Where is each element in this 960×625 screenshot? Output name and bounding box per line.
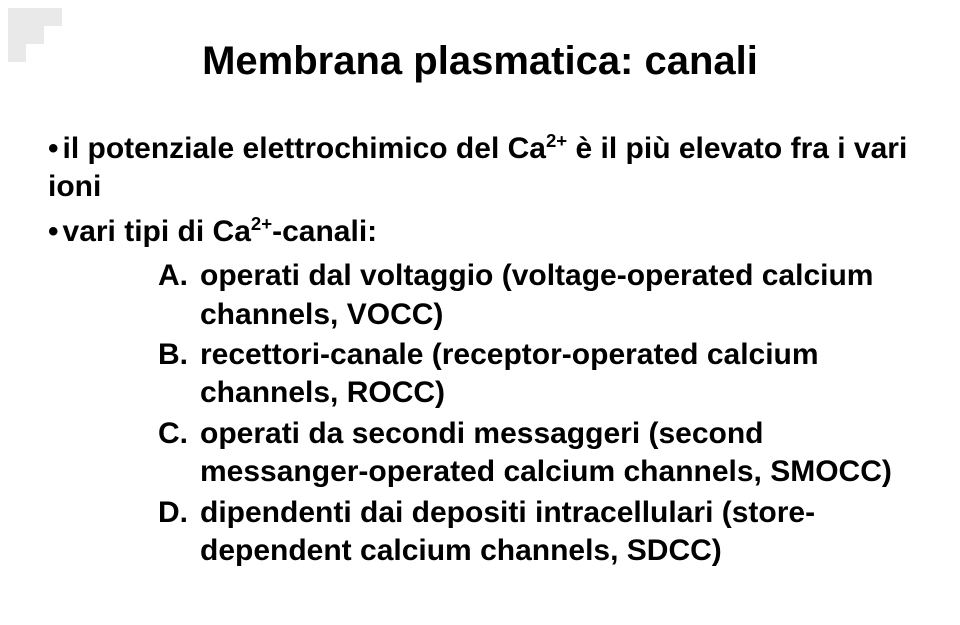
bullet-1: •il potenziale elettrochimico del Ca2+ è…: [48, 130, 912, 207]
bullet-marker: •: [48, 132, 59, 165]
item-text: operati dal voltaggio (voltage-operated …: [200, 257, 912, 334]
item-letter: B.: [158, 336, 200, 413]
bullet-marker: •: [48, 215, 59, 248]
list-item-D: D. dipendenti dai depositi intracellular…: [158, 494, 912, 571]
item-text: recettori-canale (receptor-operated calc…: [200, 336, 912, 413]
bullet-2: •vari tipi di Ca2+-canali:: [48, 213, 912, 251]
bullet-2-suffix: -canali:: [272, 215, 377, 248]
slide: Membrana plasmatica: canali •il potenzia…: [0, 0, 960, 625]
lettered-list: A. operati dal voltaggio (voltage-operat…: [48, 257, 912, 570]
item-letter: C.: [158, 415, 200, 492]
bullet-1-prefix: il potenziale elettrochimico del Ca: [63, 132, 546, 165]
bullet-2-prefix: vari tipi di Ca: [63, 215, 251, 248]
item-text: operati da secondi messaggeri (second me…: [200, 415, 912, 492]
deco-square: [26, 8, 44, 26]
item-letter: A.: [158, 257, 200, 334]
slide-content: •il potenziale elettrochimico del Ca2+ è…: [48, 130, 912, 572]
bullet-2-sup: 2+: [251, 213, 272, 234]
list-item-C: C. operati da secondi messaggeri (second…: [158, 415, 912, 492]
item-letter: D.: [158, 494, 200, 571]
item-text: dipendenti dai depositi intracellulari (…: [200, 494, 912, 571]
bullet-1-sup: 2+: [546, 130, 567, 151]
list-item-A: A. operati dal voltaggio (voltage-operat…: [158, 257, 912, 334]
deco-square: [8, 8, 26, 26]
slide-title: Membrana plasmatica: canali: [0, 38, 960, 84]
deco-square: [44, 8, 62, 26]
list-item-B: B. recettori-canale (receptor-operated c…: [158, 336, 912, 413]
